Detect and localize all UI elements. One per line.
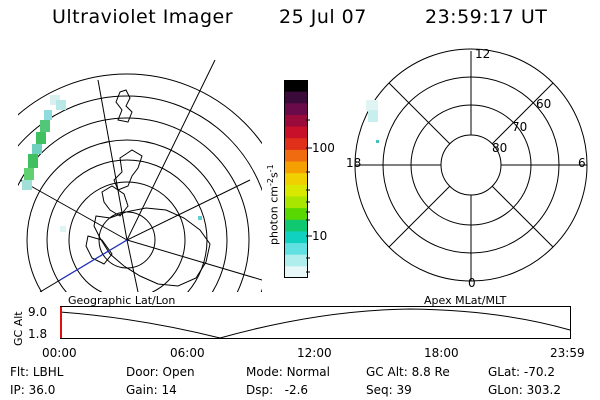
mlat-label-60: 60 [536, 97, 552, 111]
status-flt: Flt: LBHL [10, 365, 64, 379]
colorbar-segment [285, 80, 307, 93]
status-glat: GLat: -70.2 [488, 365, 555, 379]
colorbar-segment [285, 173, 307, 186]
apex-polar-plot [354, 48, 588, 282]
time-tick-0600: 06:00 [170, 346, 205, 360]
apex-map-label: Apex MLat/MLT [424, 294, 507, 307]
gc-alt-axis-label: GC Alt [12, 311, 25, 346]
status-mode: Mode: Normal [246, 365, 330, 379]
colorbar-segment [285, 254, 307, 267]
time-tick-2359: 23:59 [550, 346, 585, 360]
time-tick-1800: 18:00 [424, 346, 459, 360]
colorbar-segment [285, 196, 307, 209]
colorbar-segment [285, 149, 307, 163]
time-tick-0000: 00:00 [42, 346, 77, 360]
status-glon: GLon: 303.2 [488, 383, 561, 397]
colorbar-frame [284, 80, 308, 278]
time-tick-1200: 12:00 [297, 346, 332, 360]
alt-ytick-min: 1.8 [28, 327, 48, 341]
colorbar-ticks [306, 119, 312, 273]
status-door: Door: Open [126, 365, 195, 379]
time-label: 23:59:17 UT [425, 6, 548, 28]
colorbar-unit-label: photon cm-2s-1 [266, 164, 281, 245]
colorbar-segment [285, 91, 307, 104]
mlt-label-6: 6 [578, 156, 586, 170]
status-seq: Seq: 39 [366, 383, 412, 397]
gc-altitude-timeline [60, 306, 571, 339]
status-gc-alt: GC Alt: 8.8 Re [366, 365, 450, 379]
status-dsp: Dsp: -2.6 [246, 383, 309, 397]
status-ip: IP: 36.0 [10, 383, 56, 397]
colorbar-segment [285, 231, 307, 244]
date-label: 25 Jul 07 [279, 6, 367, 28]
alt-ytick-max: 9.0 [28, 305, 48, 319]
mlt-label-18: 18 [346, 156, 362, 170]
mlt-label-0: 0 [468, 276, 476, 290]
mlt-label-12: 12 [475, 47, 491, 61]
colorbar-segment [285, 208, 307, 221]
colorbar-segment [285, 243, 307, 256]
colorbar-segment [285, 114, 307, 128]
colorbar-segment [285, 266, 307, 278]
colorbar-segment [285, 126, 307, 139]
geographic-map [18, 59, 262, 292]
mlat-label-70: 70 [512, 120, 528, 134]
colorbar-segment [285, 219, 307, 232]
colorbar-segment [285, 103, 307, 116]
aurora-emission [22, 95, 202, 232]
colorbar-tick-10: 10 [312, 229, 328, 243]
status-gain: Gain: 14 [126, 383, 177, 397]
mlat-label-80: 80 [492, 141, 508, 155]
colorbar-segment [285, 161, 307, 174]
instrument-title: Ultraviolet Imager [52, 6, 234, 28]
intensity-colorbar [284, 80, 308, 278]
geographic-map-label: Geographic Lat/Lon [68, 294, 176, 307]
colorbar-tick-100: 100 [312, 141, 335, 155]
colorbar-segment [285, 184, 307, 197]
colorbar-segment [285, 138, 307, 151]
